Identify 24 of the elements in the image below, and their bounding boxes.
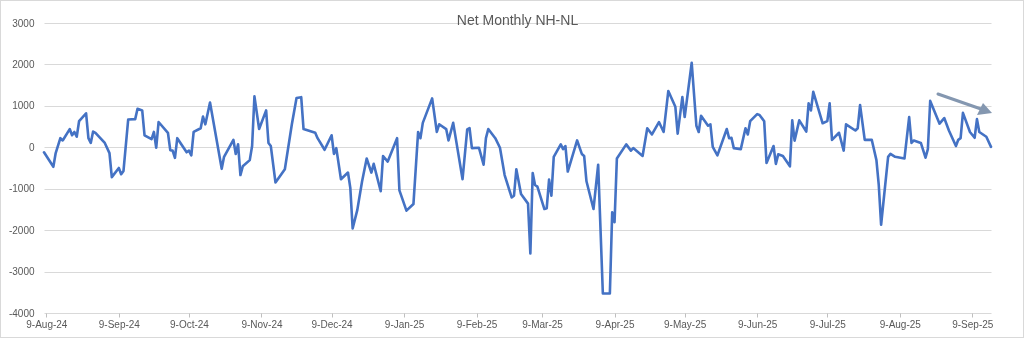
x-tick-label: 9-Aug-24 (26, 318, 68, 330)
x-tick-label: 9-Apr-25 (595, 318, 635, 330)
x-tick-label: 9-Sep-25 (952, 318, 994, 330)
y-tick-label: -4000 (8, 307, 35, 319)
x-tick-label: 9-Jan-25 (384, 318, 425, 330)
x-tick-label: 9-May-25 (664, 318, 707, 330)
x-tick-label: 9-Oct-24 (170, 318, 210, 330)
x-tick-label: 9-Jun-25 (737, 318, 778, 330)
x-tick-label: 9-Mar-25 (522, 318, 564, 330)
x-tick-label: 9-Sep-24 (98, 318, 141, 330)
x-tick-label: 9-Jul-25 (809, 318, 847, 330)
y-tick-label: 2000 (12, 58, 35, 70)
x-tick-label: 9-Aug-25 (879, 318, 922, 330)
x-tick-label: 9-Feb-25 (456, 318, 498, 330)
y-tick-label: 3000 (12, 17, 35, 29)
y-tick-label: -2000 (8, 224, 35, 236)
y-tick-label: 1000 (12, 100, 35, 112)
y-tick-label: -1000 (8, 183, 35, 195)
x-tick-label: 9-Dec-24 (311, 318, 354, 330)
y-tick-label: -3000 (8, 266, 35, 278)
x-tick-label: 9-Nov-24 (241, 318, 283, 330)
chart-title: Net Monthly NH-NL (456, 12, 579, 28)
y-tick-label: 0 (28, 141, 35, 153)
line-series (42, 61, 993, 295)
